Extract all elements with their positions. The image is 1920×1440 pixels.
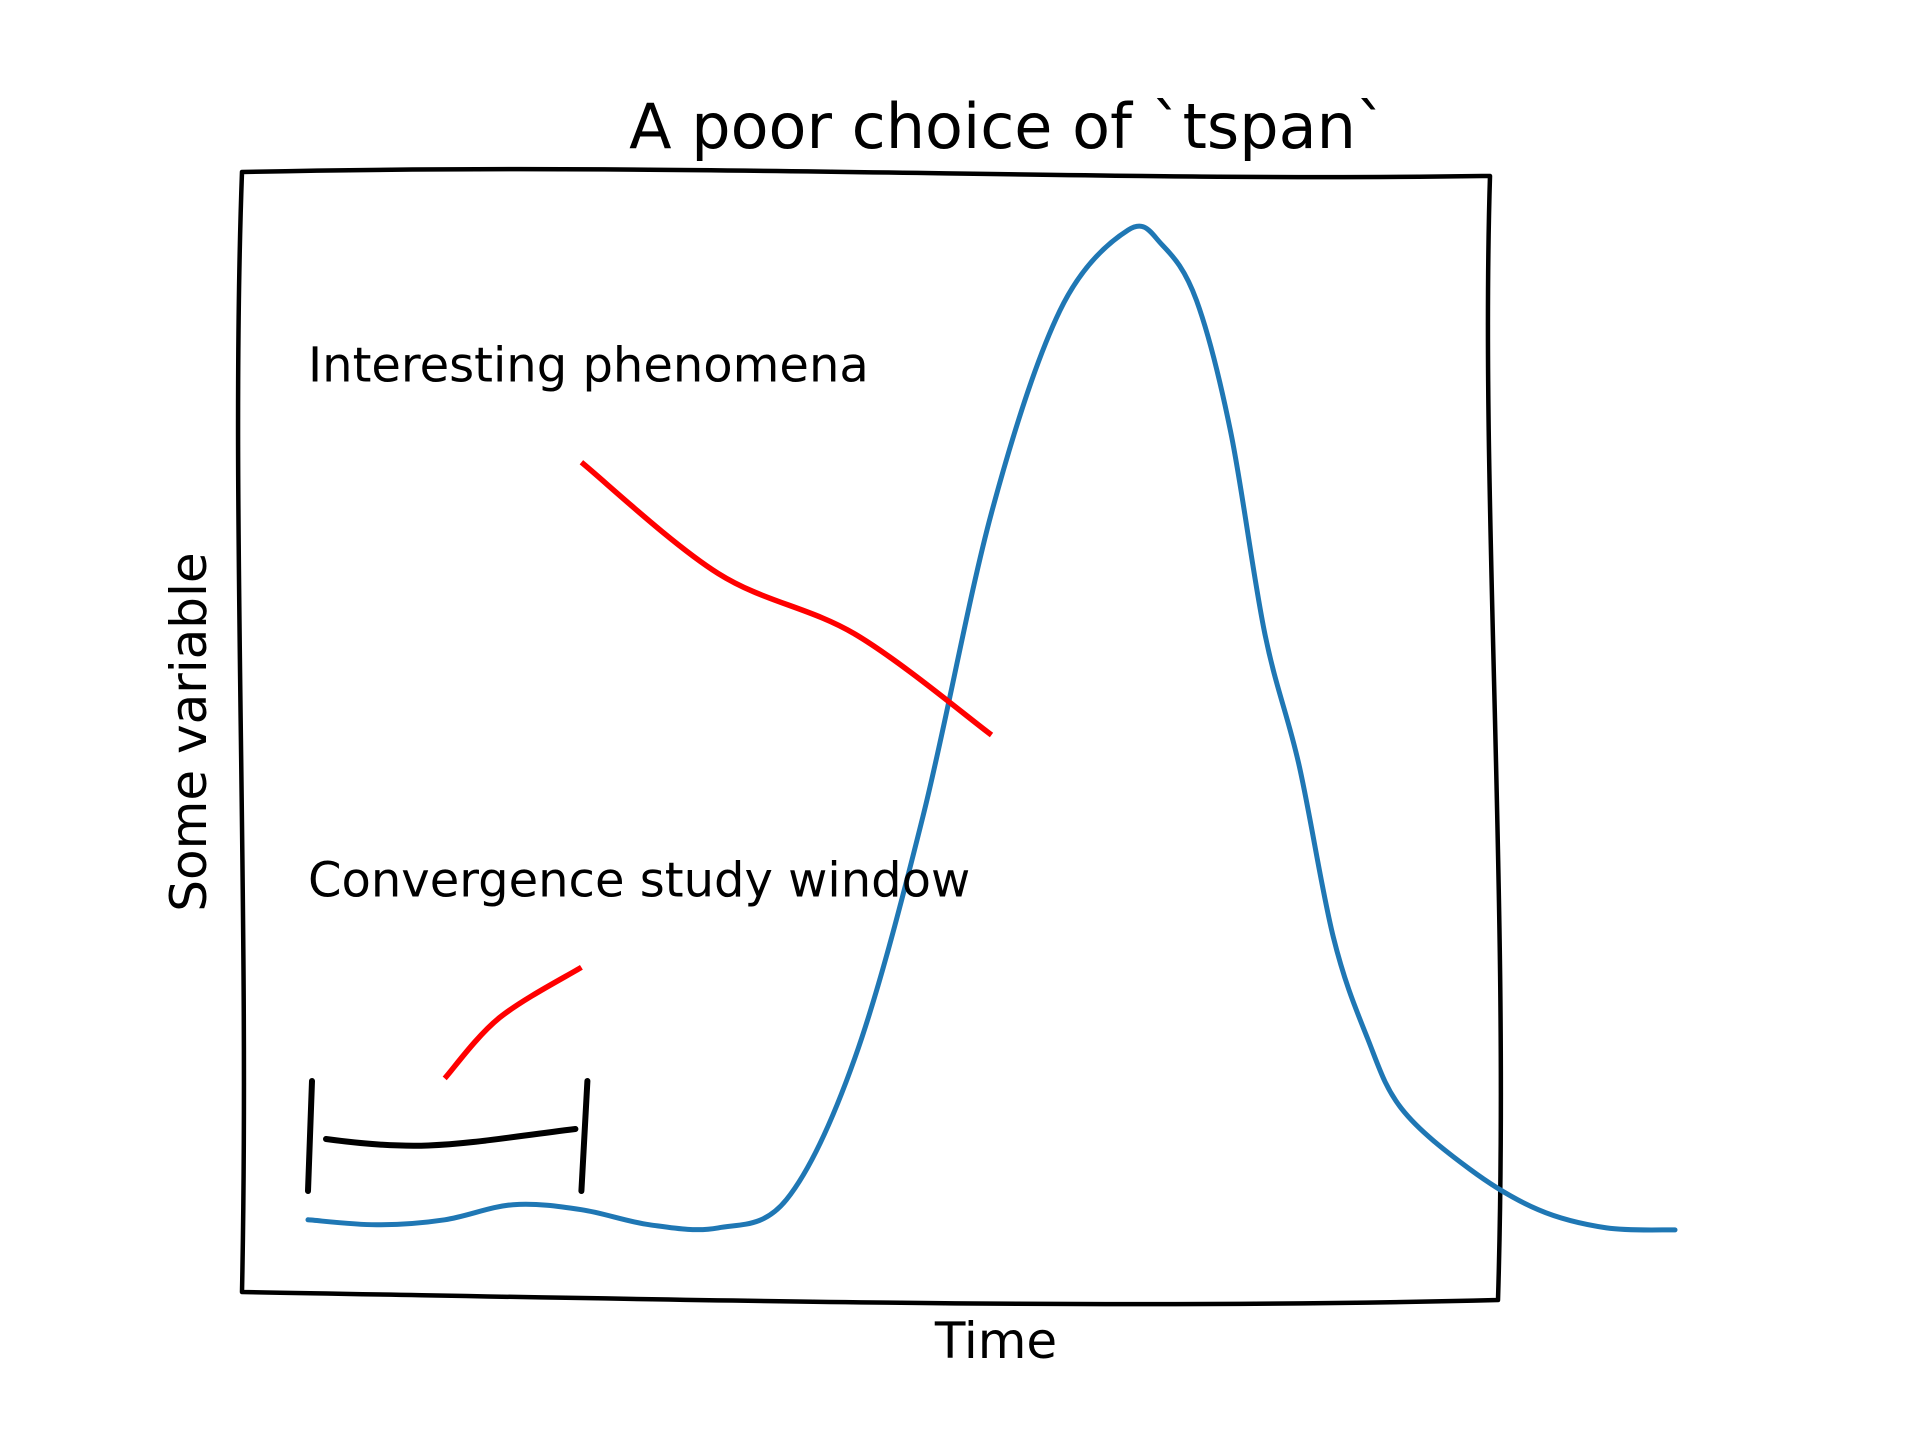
- x-axis-label: Time: [934, 1312, 1057, 1370]
- series-line-0: [305, 223, 1678, 1233]
- y-axis-label: Some variable: [160, 552, 218, 911]
- bracket-span-line: [323, 1126, 579, 1149]
- window-bracket: [305, 1078, 591, 1194]
- annotation-label-1: Convergence study window: [308, 853, 970, 909]
- annotations: Interesting phenomena Convergence study w…: [308, 338, 994, 1081]
- plot-frame: [235, 166, 1504, 1307]
- series-layer: [305, 223, 1678, 1233]
- chart-title: A poor choice of `tspan`: [629, 90, 1387, 163]
- annotation-arrow-1: [442, 964, 583, 1081]
- annotation-label-0: Interesting phenomena: [308, 338, 869, 394]
- bracket-left-tick: [305, 1078, 315, 1194]
- bracket-right-tick: [578, 1078, 591, 1194]
- annotation-arrow-0: [579, 460, 994, 738]
